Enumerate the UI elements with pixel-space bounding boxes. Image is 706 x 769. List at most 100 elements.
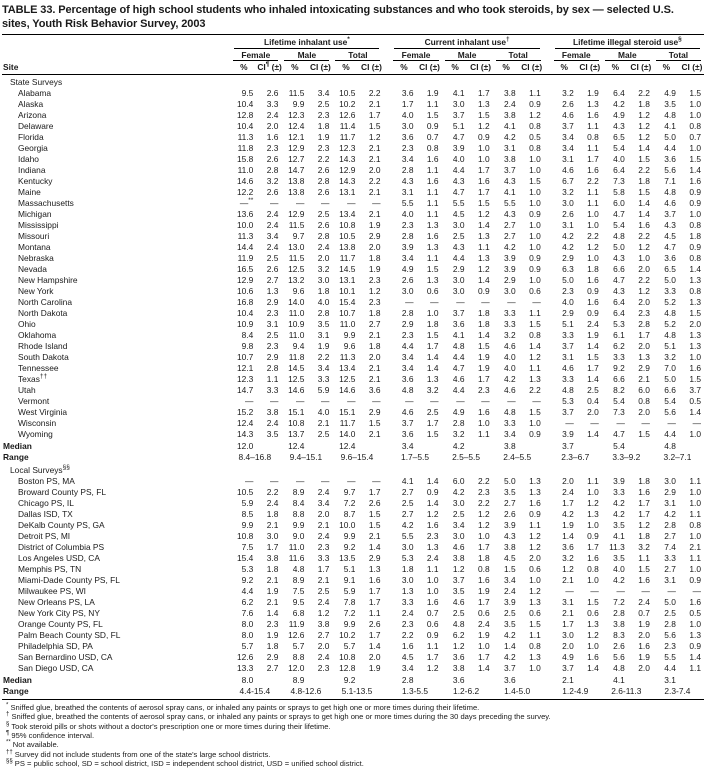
ci-cell: 3.2	[426, 384, 439, 395]
ci-cell: 1.5	[638, 428, 650, 439]
empty-cell	[418, 439, 442, 452]
range-value: 1.4-5.0	[492, 685, 544, 700]
table-row: Detroit PS, MI 10.8 3.0 9.0 2.4 9.9 2.1 5.5 2.3 3…	[2, 530, 704, 541]
ci-cell: 1.6	[426, 153, 439, 164]
table-row: Georgia 11.8 2.3 12.9 2.3 12.3 2.1 2.3 0.8 3.9 1.0…	[2, 142, 704, 153]
percent-cell: 12.6	[339, 109, 356, 120]
ci-cell: 2.5	[426, 406, 439, 417]
ci-cell: 1.1	[477, 241, 490, 252]
sex-label: Male	[444, 50, 490, 62]
ci-cell: 1.3	[587, 508, 599, 519]
percent-cell: —	[507, 395, 516, 406]
group-gap	[544, 318, 551, 329]
ci-cell: 1.6	[689, 596, 701, 607]
ci-cell: 0.6	[529, 563, 541, 574]
percent-cell: 1.2	[452, 640, 465, 651]
percent-column-header: %	[281, 61, 309, 75]
ci-cell: 1.1	[638, 552, 650, 563]
ci-cell: 2.1	[368, 373, 381, 384]
table-row: West Virginia 15.2 3.8 15.1 4.0 15.1 2.9 4.6 2.5…	[2, 406, 704, 417]
percent-cell: 2.8	[401, 307, 414, 318]
percent-cell: 13.3	[237, 662, 254, 673]
median-value: 2.8	[401, 675, 414, 686]
ci-cell: 0.9	[587, 307, 599, 318]
ci-cell: 2.5	[317, 428, 330, 439]
percent-cell: 12.1	[237, 362, 254, 373]
percent-cell: 4.2	[503, 373, 516, 384]
ci-cell: 2.5	[317, 585, 330, 596]
ci-cell: 1.7	[426, 651, 439, 662]
group-gap	[544, 607, 551, 618]
ci-cell: 1.9	[587, 87, 599, 98]
ci-cell: 2.4	[317, 651, 330, 662]
sex-header: Total	[493, 49, 544, 62]
percent-cell: 4.8	[664, 109, 676, 120]
ci-cell: 1.8	[689, 230, 701, 241]
percent-cell: 11.0	[288, 307, 305, 318]
range-value: 4.8-12.6	[281, 685, 333, 700]
table-row: Philadelphia SD, PA 5.7 1.8 5.7 2.0 5.7 1.4 1.6…	[2, 640, 704, 651]
group-gap	[383, 285, 390, 296]
ci-cell: 2.1	[368, 530, 381, 541]
ci-cell: 1.1	[587, 120, 599, 131]
percent-cell: 10.5	[339, 230, 356, 241]
percent-cell: —	[405, 296, 414, 307]
ci-cell: 1.2	[477, 263, 490, 274]
percent-cell: 10.4	[237, 98, 254, 109]
percent-cell: 9.9	[343, 329, 356, 340]
percent-cell: 3.4	[503, 428, 516, 439]
percent-cell: 1.3	[401, 585, 414, 596]
ci-cell: 1.6	[638, 219, 650, 230]
percent-cell: 9.2	[613, 362, 625, 373]
ci-cell: 1.6	[426, 175, 439, 186]
ci-cell: 1.6	[638, 486, 650, 497]
ci-cell: 1.1	[689, 508, 701, 519]
group-gap	[383, 318, 390, 329]
table-row: Kentucky 14.6 3.2 13.8 2.8 14.3 2.2 4.3 1.6 4.3 1.…	[2, 175, 704, 186]
percent-cell: 10.0	[237, 219, 254, 230]
percent-cell: 2.3	[562, 285, 574, 296]
percent-cell: 8.2	[613, 384, 625, 395]
ci-cell: 1.0	[529, 230, 541, 241]
ci-cell: 1.0	[529, 186, 541, 197]
group-gap	[544, 329, 551, 340]
site-name: Texas††	[18, 372, 48, 384]
percent-cell: 4.2	[503, 131, 516, 142]
percent-cell: 14.0	[339, 428, 356, 439]
ci-cell: 1.4	[477, 662, 490, 673]
site-name: Detroit PS, MI	[18, 530, 71, 541]
percent-cell: 13.5	[339, 552, 356, 563]
ci-cell: 2.3	[266, 142, 279, 153]
site-name: North Dakota	[18, 307, 68, 318]
footnote-marker: *	[6, 702, 9, 709]
ci-cell: 1.3	[477, 230, 490, 241]
percent-cell: 4.0	[401, 109, 414, 120]
site-name: Missouri	[18, 230, 50, 241]
ci-cell: 2.4	[317, 241, 330, 252]
percent-cell: 6.2	[241, 596, 254, 607]
ci-cell: —	[430, 395, 439, 406]
percent-cell: —	[456, 296, 465, 307]
percent-cell: 12.4	[288, 120, 305, 131]
group-gap	[383, 541, 390, 552]
table-row: Orange County PS, FL 8.0 2.3 11.9 3.8 9.9 2.6 2…	[2, 618, 704, 629]
table-row: Idaho 15.8 2.6 12.7 2.2 14.3 2.1 3.4 1.6 4.0 1.0 3.…	[2, 153, 704, 164]
percent-cell: 5.6	[664, 164, 676, 175]
ci-cell: 0.8	[689, 120, 701, 131]
ci-cell: —	[430, 296, 439, 307]
empty-cell	[359, 439, 383, 452]
ci-cell: 1.9	[368, 219, 381, 230]
ci-cell: 1.0	[529, 219, 541, 230]
percent-cell: 3.2	[562, 186, 574, 197]
percent-cell: 8.8	[292, 651, 305, 662]
percent-cell: 5.3	[613, 318, 625, 329]
ci-cell: 1.0	[689, 497, 701, 508]
ci-cell: 1.8	[638, 98, 650, 109]
ci-cell: 1.9	[317, 340, 330, 351]
ci-cell: 1.5	[368, 508, 381, 519]
range-label: Range	[2, 685, 231, 700]
ci-cell: 1.9	[638, 618, 650, 629]
table-row: Wisconsin 12.4 2.4 10.8 2.1 11.7 1.5 3.7 1.7 2.8 1…	[2, 417, 704, 428]
percent-cell: 6.0	[613, 197, 625, 208]
empty-cell	[629, 673, 653, 686]
